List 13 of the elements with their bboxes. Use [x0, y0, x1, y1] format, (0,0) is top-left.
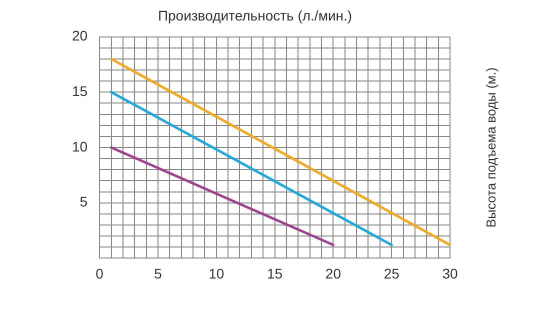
y-tick-label: 15	[72, 83, 88, 100]
chart-title: Производительность (л./мин.)	[158, 7, 352, 24]
y-tick-label: 5	[80, 194, 88, 210]
y-tick-label: 20	[72, 28, 88, 44]
x-tick-label: 0	[96, 265, 104, 282]
x-tick-label: 5	[154, 265, 162, 282]
y-axis-title: Высота подъема воды (м.)	[484, 67, 499, 228]
x-tick-label: 15	[266, 265, 283, 282]
x-tick-label: 25	[384, 265, 400, 282]
x-tick-label: 20	[325, 265, 342, 282]
x-tick-label: 10	[208, 265, 224, 282]
x-tick-label: 30	[442, 265, 458, 282]
y-tick-label: 10	[72, 138, 88, 154]
